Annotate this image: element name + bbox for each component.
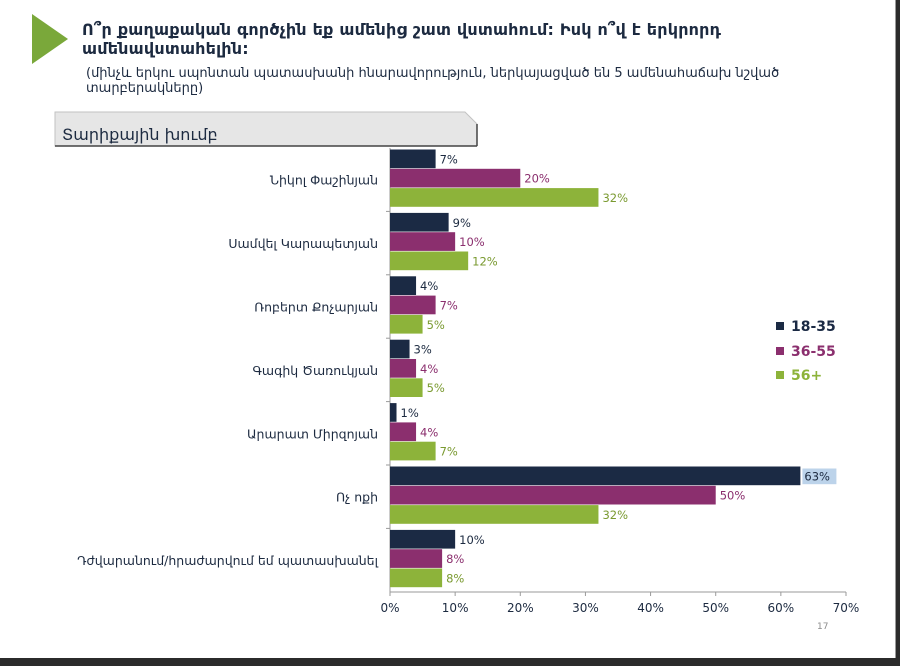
bar — [390, 568, 443, 588]
x-tick-label: 30% — [572, 601, 599, 615]
data-label: 8% — [446, 552, 464, 566]
data-label: 4% — [420, 279, 438, 293]
data-label: 20% — [524, 172, 550, 186]
data-label: 63% — [804, 469, 830, 483]
legend-swatch — [776, 347, 784, 355]
bar — [390, 359, 417, 378]
bar — [390, 485, 716, 505]
data-label: 7% — [440, 445, 458, 459]
legend-item: 18-35 — [776, 318, 836, 336]
legend-item: 36-55 — [776, 343, 836, 361]
bar — [390, 505, 599, 524]
bar — [390, 276, 417, 295]
category-label: Արարատ Միրզոյան — [247, 426, 378, 441]
section-tab — [54, 111, 478, 147]
bar — [390, 378, 423, 397]
data-label: 32% — [602, 191, 628, 205]
x-tick-label: 0% — [380, 601, 399, 615]
data-label: 7% — [440, 152, 458, 166]
data-label: 12% — [472, 254, 498, 268]
bar — [390, 212, 449, 232]
bar — [390, 295, 436, 315]
data-label: 10% — [459, 533, 485, 547]
data-label: 3% — [414, 343, 432, 357]
bar — [390, 188, 599, 207]
category-label: Գագիկ Ծառուկյան — [253, 363, 378, 378]
legend-swatch — [776, 371, 784, 379]
legend-label: 56+ — [791, 368, 823, 384]
data-label: 1% — [401, 406, 419, 420]
x-tick-label: 20% — [507, 601, 534, 615]
bar — [390, 339, 410, 359]
category-label: Նիկոլ Փաշինյան — [270, 173, 378, 188]
category-label: Ոչ ոքի — [336, 490, 378, 505]
bar — [390, 403, 397, 422]
data-label: 8% — [446, 571, 464, 585]
data-label: 5% — [427, 318, 445, 332]
x-tick-label: 10% — [442, 601, 469, 615]
bar — [390, 314, 423, 334]
category-label: Դժվարանում/հրաժարվում եմ պատասխանել — [77, 553, 378, 568]
bar — [390, 466, 801, 486]
play-triangle-icon — [32, 14, 68, 64]
bar — [390, 168, 521, 188]
legend-item: 56+ — [776, 367, 822, 385]
data-label: 9% — [453, 216, 471, 230]
section-label: Տարիքային խումբ — [62, 125, 218, 144]
x-tick-label: 50% — [702, 601, 729, 615]
bar — [390, 422, 417, 442]
x-tick-label: 70% — [833, 601, 860, 615]
bar — [390, 549, 443, 568]
data-label: 5% — [427, 381, 445, 395]
legend-swatch — [776, 322, 784, 330]
page-number: 17 — [817, 622, 829, 632]
page-subtitle: (մինչև երկու սպոնտան պատասխանի հնարավորո… — [86, 66, 780, 96]
data-label: 4% — [420, 362, 438, 376]
data-label: 32% — [602, 508, 628, 522]
category-label: Ռոբերտ Քոչարյան — [254, 300, 378, 315]
data-label: 7% — [440, 298, 458, 312]
bar — [390, 149, 436, 169]
data-label: 10% — [459, 235, 485, 249]
bar — [390, 441, 436, 461]
bar — [390, 529, 456, 549]
data-label: 50% — [720, 489, 746, 503]
data-label: 4% — [420, 425, 438, 439]
bar — [390, 232, 456, 251]
legend-label: 36-55 — [791, 344, 836, 360]
x-tick-label: 60% — [768, 601, 795, 615]
bar — [390, 251, 469, 271]
legend-label: 18-35 — [791, 319, 836, 335]
data-label-highlight — [802, 468, 837, 485]
category-label: Սամվել Կարապետյան — [228, 236, 378, 251]
page-title: Ո՞ր քաղաքական գործչին եք ամենից շատ վստա… — [82, 20, 722, 58]
x-tick-label: 40% — [637, 601, 664, 615]
